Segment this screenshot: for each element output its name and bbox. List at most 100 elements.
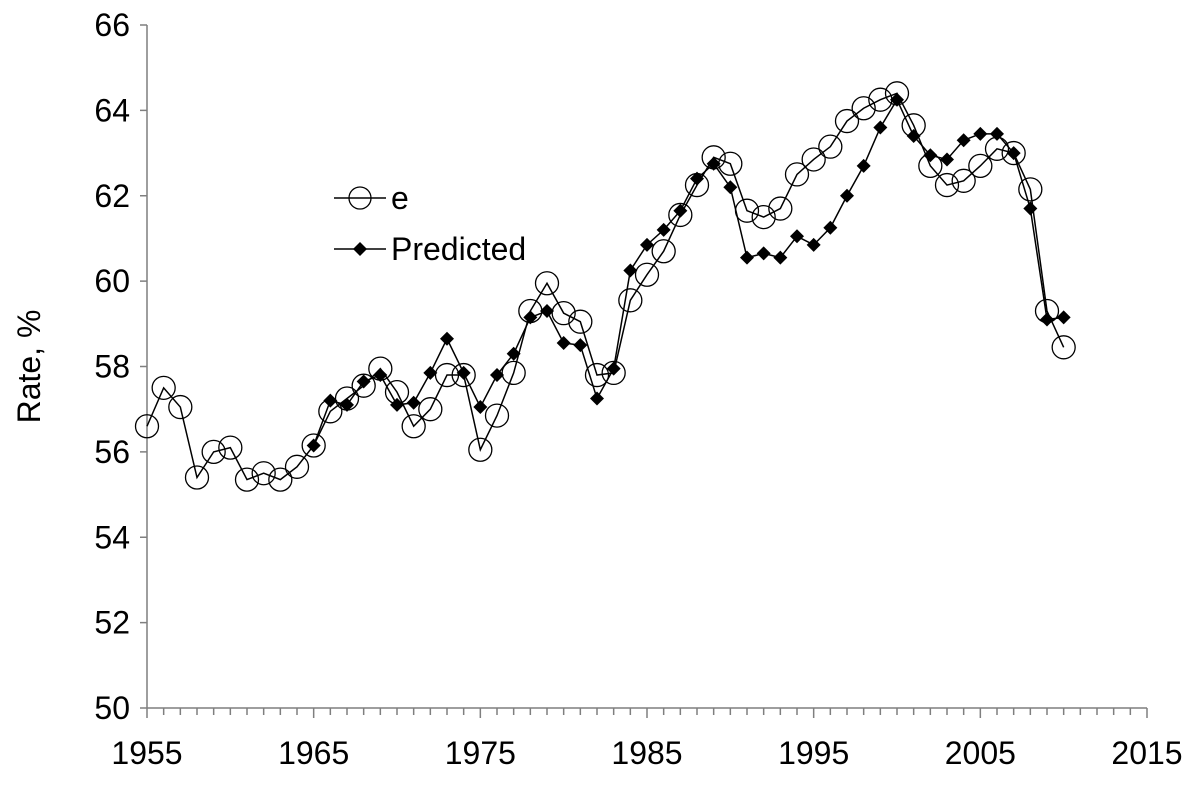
data-point bbox=[540, 304, 554, 319]
y-tick-label: 54 bbox=[94, 519, 130, 555]
data-point bbox=[823, 220, 838, 235]
data-point bbox=[673, 203, 688, 218]
legend-label: Predicted bbox=[391, 231, 526, 267]
x-tick-label: 1985 bbox=[611, 735, 682, 771]
data-point bbox=[523, 310, 538, 325]
data-point bbox=[1051, 335, 1076, 360]
data-point bbox=[784, 162, 810, 187]
data-point bbox=[451, 362, 476, 388]
data-point bbox=[751, 204, 776, 230]
series-line bbox=[312, 98, 1064, 446]
data-point bbox=[573, 338, 588, 353]
chart-axes: 50 52 54 56 58 60 62 64 66 1955 1965 1975 1985 1995 20… bbox=[94, 7, 1182, 771]
data-point bbox=[506, 346, 521, 361]
data-point bbox=[184, 465, 210, 490]
data-point bbox=[468, 437, 493, 462]
data-point bbox=[818, 134, 843, 159]
data-point bbox=[618, 288, 643, 313]
data-point bbox=[340, 397, 354, 412]
data-point bbox=[740, 250, 754, 265]
data-point bbox=[568, 309, 593, 334]
data-point bbox=[951, 168, 976, 193]
legend-marker bbox=[353, 242, 367, 256]
data-point bbox=[906, 128, 921, 143]
data-point bbox=[218, 435, 243, 460]
data-point bbox=[834, 108, 860, 134]
data-point bbox=[323, 393, 338, 408]
data-point bbox=[851, 96, 876, 121]
data-point bbox=[390, 397, 404, 412]
data-point bbox=[501, 360, 526, 386]
data-point bbox=[723, 180, 738, 195]
data-point bbox=[873, 120, 888, 135]
y-tick-label: 56 bbox=[94, 434, 130, 470]
data-point bbox=[434, 362, 460, 388]
y-tick-label: 62 bbox=[94, 178, 130, 214]
data-point bbox=[534, 271, 560, 296]
data-point bbox=[606, 361, 621, 376]
legend-item-e: e bbox=[334, 180, 409, 216]
y-tick-label: 58 bbox=[94, 349, 130, 385]
data-point bbox=[134, 414, 160, 439]
data-point bbox=[934, 172, 960, 198]
data-point bbox=[351, 373, 376, 398]
data-point bbox=[923, 148, 938, 163]
data-point bbox=[418, 397, 443, 422]
data-point bbox=[201, 439, 226, 465]
chart-plot-area bbox=[134, 81, 1076, 492]
x-tick-label: 2015 bbox=[1111, 735, 1182, 771]
data-point bbox=[856, 158, 871, 173]
data-point bbox=[356, 374, 371, 389]
data-point bbox=[656, 222, 671, 237]
data-point bbox=[756, 246, 771, 261]
data-point bbox=[423, 365, 438, 380]
data-point bbox=[968, 153, 993, 179]
chart-legend: e Predicted bbox=[334, 180, 526, 267]
data-point bbox=[1040, 312, 1054, 327]
y-tick-label: 66 bbox=[94, 7, 130, 43]
y-axis-label: Rate, % bbox=[11, 310, 47, 424]
data-point bbox=[490, 368, 504, 383]
data-point bbox=[373, 368, 388, 383]
data-point bbox=[1001, 140, 1026, 166]
data-point bbox=[973, 126, 988, 141]
series-predicted bbox=[306, 92, 1071, 453]
y-tick-label: 60 bbox=[94, 263, 130, 299]
data-point bbox=[1006, 146, 1021, 161]
data-point bbox=[284, 454, 310, 479]
data-point bbox=[306, 438, 321, 453]
x-tick-label: 1975 bbox=[445, 735, 516, 771]
y-tick-label: 52 bbox=[94, 605, 130, 641]
data-point bbox=[584, 362, 610, 388]
data-point bbox=[151, 375, 176, 400]
data-point bbox=[956, 133, 971, 148]
data-point bbox=[1056, 310, 1071, 325]
data-point bbox=[401, 414, 426, 439]
data-point bbox=[634, 262, 660, 287]
data-point bbox=[301, 433, 326, 458]
data-point bbox=[840, 188, 854, 203]
data-point bbox=[668, 202, 693, 228]
data-point bbox=[406, 395, 421, 410]
data-point bbox=[268, 467, 293, 492]
data-point bbox=[940, 152, 954, 167]
data-point bbox=[456, 365, 471, 380]
legend-item-predicted: Predicted bbox=[334, 231, 526, 267]
data-point bbox=[440, 331, 454, 346]
data-point bbox=[768, 196, 793, 221]
data-point bbox=[473, 400, 488, 415]
x-tick-label: 1955 bbox=[111, 735, 182, 771]
data-point bbox=[590, 391, 604, 406]
x-tick-label: 1965 bbox=[278, 735, 349, 771]
data-point bbox=[806, 237, 821, 252]
data-point bbox=[1018, 177, 1043, 202]
data-point bbox=[551, 300, 576, 326]
data-point bbox=[168, 394, 193, 420]
data-point bbox=[790, 229, 804, 244]
data-point bbox=[623, 263, 638, 278]
data-point bbox=[556, 336, 571, 351]
data-point bbox=[484, 403, 510, 428]
data-point bbox=[890, 92, 904, 107]
x-tick-label: 1995 bbox=[778, 735, 849, 771]
